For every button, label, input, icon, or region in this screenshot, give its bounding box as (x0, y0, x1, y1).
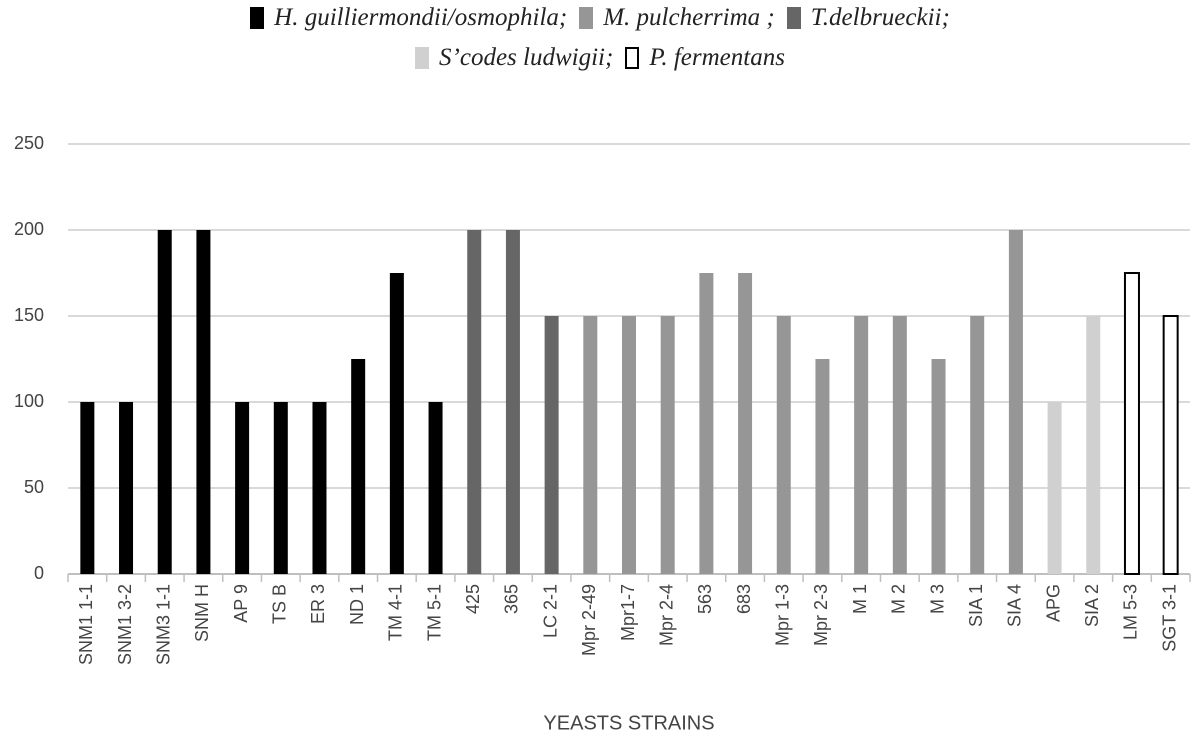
legend-swatch (579, 7, 594, 29)
x-tick-label: Mpr 2-3 (811, 584, 831, 646)
bar (1123, 272, 1140, 575)
legend-label: S’codes ludwigii; (439, 44, 614, 71)
bar (312, 402, 327, 574)
bar (1008, 230, 1023, 574)
bar (776, 316, 791, 574)
x-tick-label: SGT 3-1 (1159, 584, 1179, 652)
bar (273, 402, 288, 574)
x-tick-label: APG (1043, 584, 1063, 622)
legend-swatch (415, 47, 430, 69)
x-tick-label: 563 (695, 584, 715, 614)
bar (1162, 315, 1179, 575)
bar (389, 273, 404, 574)
bar (583, 316, 598, 574)
x-tick-label: Mpr1-7 (618, 584, 638, 641)
x-tick-label: SNM1 1-1 (76, 584, 96, 665)
x-axis-label: YEASTS STRAINS (543, 712, 714, 734)
x-tick-label: 425 (463, 584, 483, 614)
y-tick-label: 150 (14, 305, 44, 325)
legend-swatch (250, 7, 265, 29)
x-tick-label: M 1 (850, 584, 870, 614)
x-tick-label: LC 2-1 (540, 584, 560, 638)
bar (157, 230, 172, 574)
bar (428, 402, 443, 574)
x-tick-label: 683 (734, 584, 754, 614)
bar (931, 359, 946, 574)
y-tick-label: 100 (14, 391, 44, 411)
x-tick-label: TM 5-1 (424, 584, 444, 641)
bar (196, 230, 211, 574)
x-tick-label: Mpr 2-4 (656, 584, 676, 646)
x-tick-label: M 3 (927, 584, 947, 614)
x-tick-label: TS B (270, 584, 290, 624)
x-tick-label: 365 (502, 584, 522, 614)
x-tick-label: TM 4-1 (386, 584, 406, 641)
legend-item: M. pulcherrima ; (579, 4, 775, 32)
x-tick-label: SNM H (192, 584, 212, 642)
legend-item: H. guilliermondii/osmophila; (250, 4, 567, 32)
legend: H. guilliermondii/osmophila; M. pulcherri… (190, 4, 1010, 72)
bar (892, 316, 907, 574)
x-tick-label: AP 9 (231, 584, 251, 623)
x-tick-label: SNM1 3-2 (115, 584, 135, 665)
bar (970, 316, 985, 574)
x-tick-label: LM 5-3 (1121, 584, 1141, 640)
bar (505, 230, 520, 574)
legend-label: P. fermentans (649, 44, 785, 71)
x-tick-label: ER 3 (308, 584, 328, 624)
legend-swatch (786, 7, 801, 29)
legend-item: P. fermentans (625, 44, 785, 72)
bar (738, 273, 753, 574)
bar (544, 316, 559, 574)
x-tick-label: Mpr 2-49 (579, 584, 599, 656)
x-tick-label: M 2 (889, 584, 909, 614)
bar (467, 230, 482, 574)
legend-label: H. guilliermondii/osmophila; (274, 4, 568, 31)
legend-swatch (625, 47, 640, 69)
x-tick-label: SIA 1 (966, 584, 986, 627)
x-tick-label: ND 1 (347, 584, 367, 625)
y-tick-label: 250 (14, 133, 44, 153)
x-tick-label: SNM3 1-1 (153, 584, 173, 665)
x-tick-label: SIA 2 (1082, 584, 1102, 627)
bar (119, 402, 134, 574)
bar (699, 273, 714, 574)
bar (854, 316, 869, 574)
legend-label: M. pulcherrima ; (603, 4, 775, 31)
x-tick-label: SIA 4 (1005, 584, 1025, 627)
legend-item: S’codes ludwigii; (415, 44, 613, 72)
y-tick-label: 200 (14, 219, 44, 239)
y-tick-label: 0 (34, 563, 44, 583)
bar (815, 359, 830, 574)
legend-item: T.delbrueckii; (786, 4, 950, 32)
x-tick-label: Mpr 1-3 (773, 584, 793, 646)
legend-label: T.delbrueckii; (810, 4, 950, 31)
bar (351, 359, 366, 574)
bar (80, 402, 95, 574)
bar (1086, 316, 1101, 574)
y-tick-label: 50 (24, 477, 44, 497)
bar (660, 316, 675, 574)
bar (235, 402, 250, 574)
bar (1047, 402, 1062, 574)
bar (622, 316, 636, 574)
